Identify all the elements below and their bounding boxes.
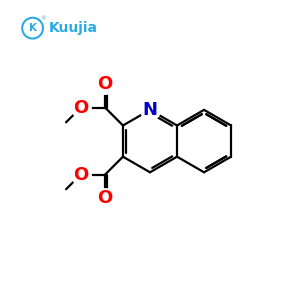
Text: ®: ®	[40, 17, 46, 22]
Text: O: O	[98, 75, 113, 93]
Text: K: K	[28, 23, 37, 33]
Text: O: O	[73, 166, 88, 184]
Text: N: N	[142, 101, 158, 119]
Text: Kuujia: Kuujia	[49, 21, 98, 35]
Text: O: O	[73, 99, 88, 117]
Text: O: O	[98, 189, 113, 207]
